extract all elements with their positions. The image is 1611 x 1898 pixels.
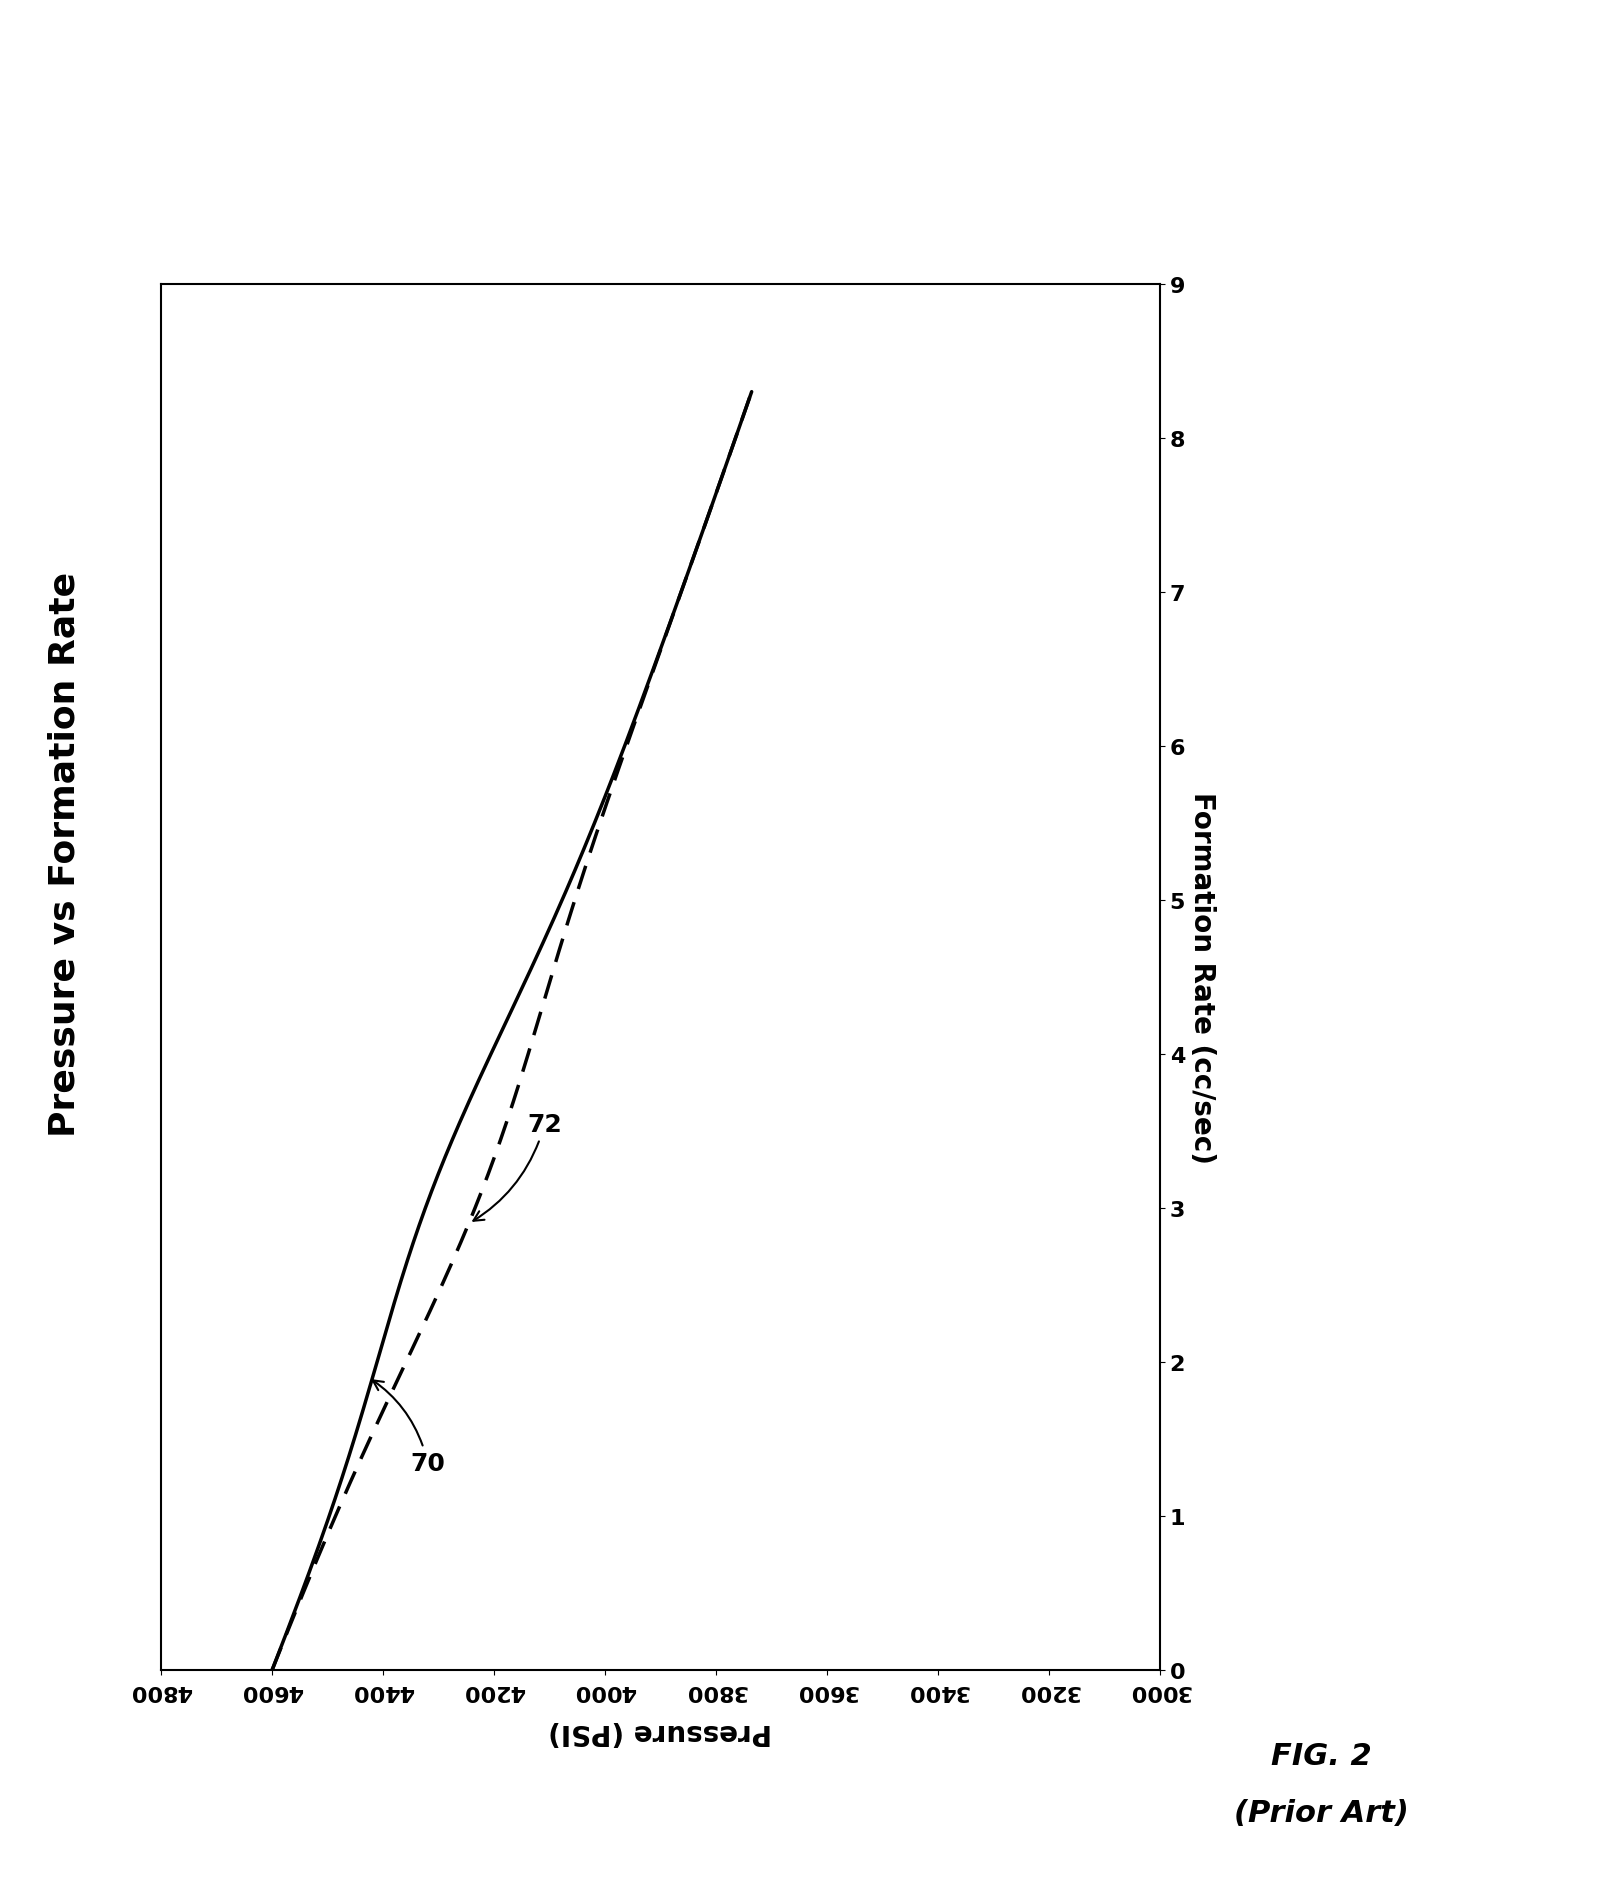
Text: 72: 72: [474, 1112, 562, 1220]
Text: FIG. 2: FIG. 2: [1271, 1740, 1371, 1771]
X-axis label: Pressure (PSI): Pressure (PSI): [549, 1716, 772, 1744]
Text: 70: 70: [372, 1380, 445, 1475]
Text: Pressure vs Formation Rate: Pressure vs Formation Rate: [47, 571, 82, 1137]
Text: (Prior Art): (Prior Art): [1234, 1797, 1408, 1828]
Y-axis label: Formation Rate (cc/sec): Formation Rate (cc/sec): [1187, 791, 1216, 1163]
